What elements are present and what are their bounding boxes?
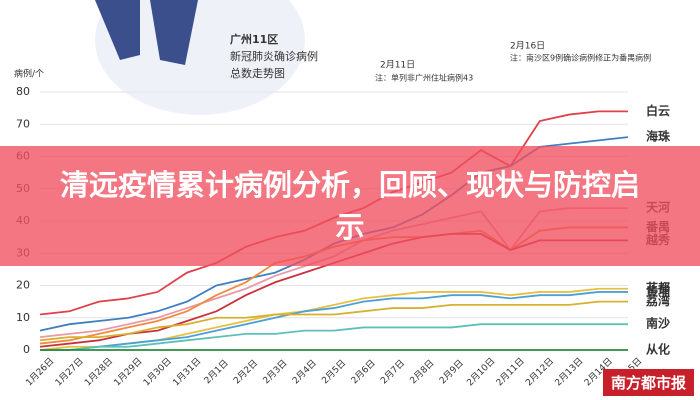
y-tick-label: 0: [23, 343, 30, 356]
chart-title: 新冠肺炎确诊病例: [230, 49, 318, 63]
y-unit: 病例/个: [14, 68, 44, 80]
legend-label: 海珠: [646, 129, 671, 144]
y-tick-label: 80: [16, 85, 30, 98]
y-tick-label: 20: [16, 279, 30, 292]
x-tick-label: 2月5日: [320, 358, 349, 387]
illustration-disc: [95, 0, 305, 115]
line: [40, 323, 628, 351]
x-tick-label: 2月7日: [378, 358, 407, 387]
x-tick-label: 2月10日: [465, 356, 498, 389]
chart-title: 总数走势图: [230, 66, 285, 80]
x-tick-label: 1月30日: [141, 356, 174, 389]
x-tick-label: 1月31日: [171, 356, 204, 389]
watermark: 南方都市报: [602, 369, 694, 396]
x-tick-label: 2月11日: [494, 356, 527, 389]
y-tick-label: 70: [16, 117, 30, 130]
x-tick-label: 2月4日: [290, 358, 319, 387]
legend-label: 从化: [646, 342, 670, 357]
x-tick-label: 1月26日: [24, 356, 57, 389]
y-tick-label: 10: [16, 311, 30, 324]
legend-label: 南沙: [646, 316, 670, 331]
illustration-figure: [95, 0, 198, 65]
note-date: 2月11日: [380, 60, 415, 71]
x-tick-label: 1月27日: [53, 356, 86, 389]
x-tick-label: 2月13日: [553, 356, 586, 389]
x-tick-label: 2月1日: [202, 358, 231, 387]
chart-title: 广州11区: [230, 32, 278, 46]
x-tick-label: 2月3日: [261, 358, 290, 387]
note-date: 2月16日: [510, 41, 545, 52]
banner: 清远疫情累计病例分析，回顾、现状与防控启示: [0, 146, 700, 266]
x-tick-label: 2月6日: [349, 358, 378, 387]
x-tick-label: 1月28日: [82, 356, 115, 389]
x-tick-label: 1月29日: [112, 356, 145, 389]
x-tick-label: 2月9日: [437, 358, 466, 387]
banner-title: 清远疫情累计病例分析，回顾、现状与防控启示: [59, 168, 640, 244]
x-tick-label: 2月8日: [408, 358, 437, 387]
x-tick-label: 2月2日: [231, 358, 260, 387]
legend-label: 花都: [646, 280, 670, 295]
legend-label: 荔湾: [645, 293, 670, 308]
note-text: 注：南沙区9例确诊病例修正为番禺病例: [510, 53, 651, 63]
legend-label: 黄埔: [646, 283, 670, 298]
x-tick-label: 2月12日: [523, 356, 556, 389]
note-text: 注：单列非广州住址病例43: [375, 73, 473, 83]
line: [39, 300, 628, 342]
line: [40, 291, 628, 351]
legend-label: 白云: [646, 103, 670, 118]
